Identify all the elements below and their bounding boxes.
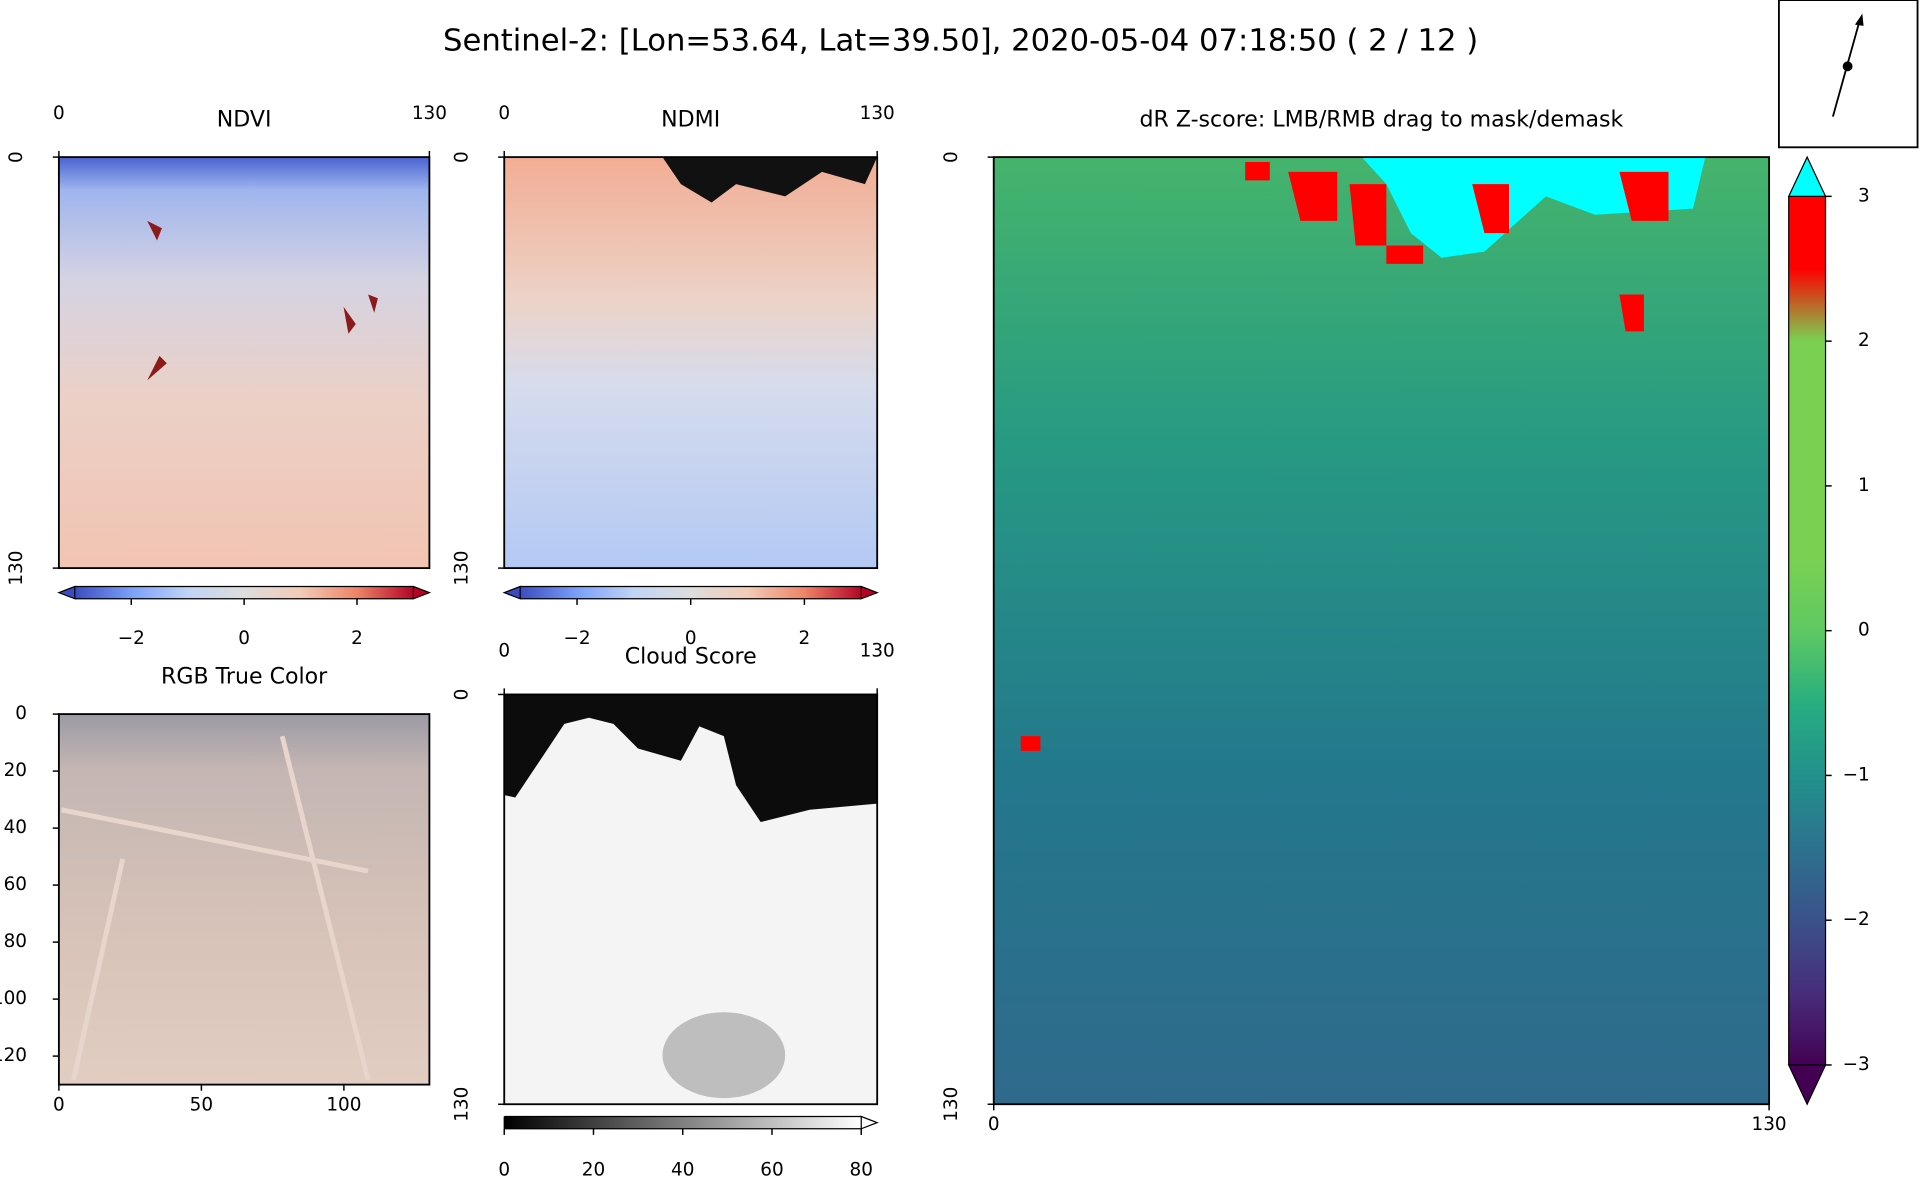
y-tick-label: 0 bbox=[941, 151, 962, 163]
y-tick-label: 80 bbox=[4, 931, 27, 952]
y-tick-label: 20 bbox=[4, 760, 27, 781]
colorbar-tick-label: 3 bbox=[1858, 185, 1870, 206]
axes-title: NDVI bbox=[217, 107, 272, 132]
x-tick-label: 0 bbox=[53, 1094, 65, 1115]
x-tick-label: 50 bbox=[190, 1094, 213, 1115]
widget-dot bbox=[1842, 61, 1853, 72]
x-tick-label: 0 bbox=[498, 641, 510, 662]
orientation-widget bbox=[1777, 0, 1919, 149]
colorbar-tick-label: 0 bbox=[685, 628, 697, 649]
cloud-image-detail bbox=[662, 1012, 786, 1099]
y-tick-label: 0 bbox=[452, 689, 473, 701]
widget-arrowhead bbox=[1854, 13, 1864, 26]
colorbar-body bbox=[1788, 196, 1826, 1065]
y-tick-label: 40 bbox=[4, 817, 27, 838]
cloud-image-detail bbox=[504, 694, 878, 823]
colorbar-tick-label: 2 bbox=[799, 628, 811, 649]
ndvi-image bbox=[58, 157, 430, 569]
axes-title: Cloud Score bbox=[625, 645, 757, 670]
figure-title: Sentinel-2: [Lon=53.64, Lat=39.50], 2020… bbox=[443, 23, 1478, 58]
rgb-image bbox=[58, 714, 430, 1085]
y-tick-label: 100 bbox=[0, 988, 27, 1009]
colorbar-tick-label: 0 bbox=[1858, 620, 1870, 641]
colorbar-tick-label: 20 bbox=[582, 1159, 605, 1180]
colorbar-tick-label: 2 bbox=[1858, 330, 1870, 351]
colorbar-tick-label: 2 bbox=[351, 628, 363, 649]
ndmi-image bbox=[504, 157, 878, 569]
x-tick-label: 100 bbox=[326, 1094, 361, 1115]
axes-frame bbox=[57, 156, 431, 570]
axes-frame bbox=[57, 713, 431, 1086]
colorbar-body bbox=[520, 586, 862, 599]
x-tick-label: 0 bbox=[988, 1114, 1000, 1135]
ndmi-image-detail bbox=[662, 157, 878, 203]
x-tick-label: 130 bbox=[412, 103, 447, 124]
axes-frame bbox=[992, 156, 1771, 1106]
rgb-image-detail bbox=[60, 735, 371, 1081]
x-tick-label: 130 bbox=[860, 103, 895, 124]
y-tick-label: 130 bbox=[6, 551, 27, 586]
colorbar-extend-min bbox=[57, 585, 76, 600]
y-tick-label: 130 bbox=[452, 1087, 473, 1122]
colorbar-body bbox=[74, 586, 414, 599]
y-tick-label: 130 bbox=[941, 1087, 962, 1122]
colorbar-extend-max bbox=[860, 1115, 879, 1130]
axes-title: NDMI bbox=[661, 107, 720, 132]
colorbar-extend-max bbox=[412, 585, 432, 600]
y-tick-label: 130 bbox=[452, 551, 473, 586]
colorbar-tick-label: 1 bbox=[1858, 475, 1870, 496]
colorbar-tick-label: −3 bbox=[1843, 1054, 1870, 1075]
colorbar-extend-min bbox=[1787, 1064, 1827, 1106]
colorbar-outline bbox=[503, 1115, 862, 1130]
y-tick-label: 0 bbox=[6, 151, 27, 163]
colorbar-tick-label: 80 bbox=[850, 1159, 873, 1180]
zscore-mask bbox=[1361, 157, 1706, 258]
zscore-image bbox=[993, 157, 1770, 1105]
widget-frame bbox=[1777, 0, 1919, 149]
colorbar-tick-label: 0 bbox=[238, 628, 250, 649]
axes-frame bbox=[503, 693, 879, 1106]
y-tick-label: 0 bbox=[15, 703, 27, 724]
colorbar-tick-label: −1 bbox=[1843, 764, 1870, 785]
axes-title: RGB True Color bbox=[161, 664, 328, 689]
x-tick-label: 130 bbox=[860, 641, 895, 662]
colorbar-tick-label: −2 bbox=[563, 628, 590, 649]
image-layers bbox=[58, 157, 1770, 1105]
y-tick-label: 60 bbox=[4, 874, 27, 895]
colorbar-tick-label: 40 bbox=[671, 1159, 694, 1180]
x-tick-label: 0 bbox=[498, 103, 510, 124]
colorbar-body bbox=[504, 1116, 862, 1129]
colorbar-tick-label: −2 bbox=[118, 628, 145, 649]
colorbar-extend-max bbox=[860, 585, 879, 600]
axes-frame bbox=[503, 156, 879, 570]
colorbar-tick-label: −2 bbox=[1843, 909, 1870, 930]
x-tick-label: 130 bbox=[1752, 1114, 1787, 1135]
y-tick-label: 0 bbox=[452, 151, 473, 163]
colorbar-extend-max bbox=[1787, 155, 1827, 197]
colorbar-tick-label: 60 bbox=[760, 1159, 783, 1180]
x-tick-label: 0 bbox=[53, 103, 65, 124]
colorbar-tick-label: 0 bbox=[498, 1159, 510, 1180]
colorbar-extend-min bbox=[502, 585, 521, 600]
y-tick-label: 120 bbox=[0, 1045, 27, 1066]
axes-title: dR Z-score: LMB/RMB drag to mask/demask bbox=[1139, 107, 1623, 132]
